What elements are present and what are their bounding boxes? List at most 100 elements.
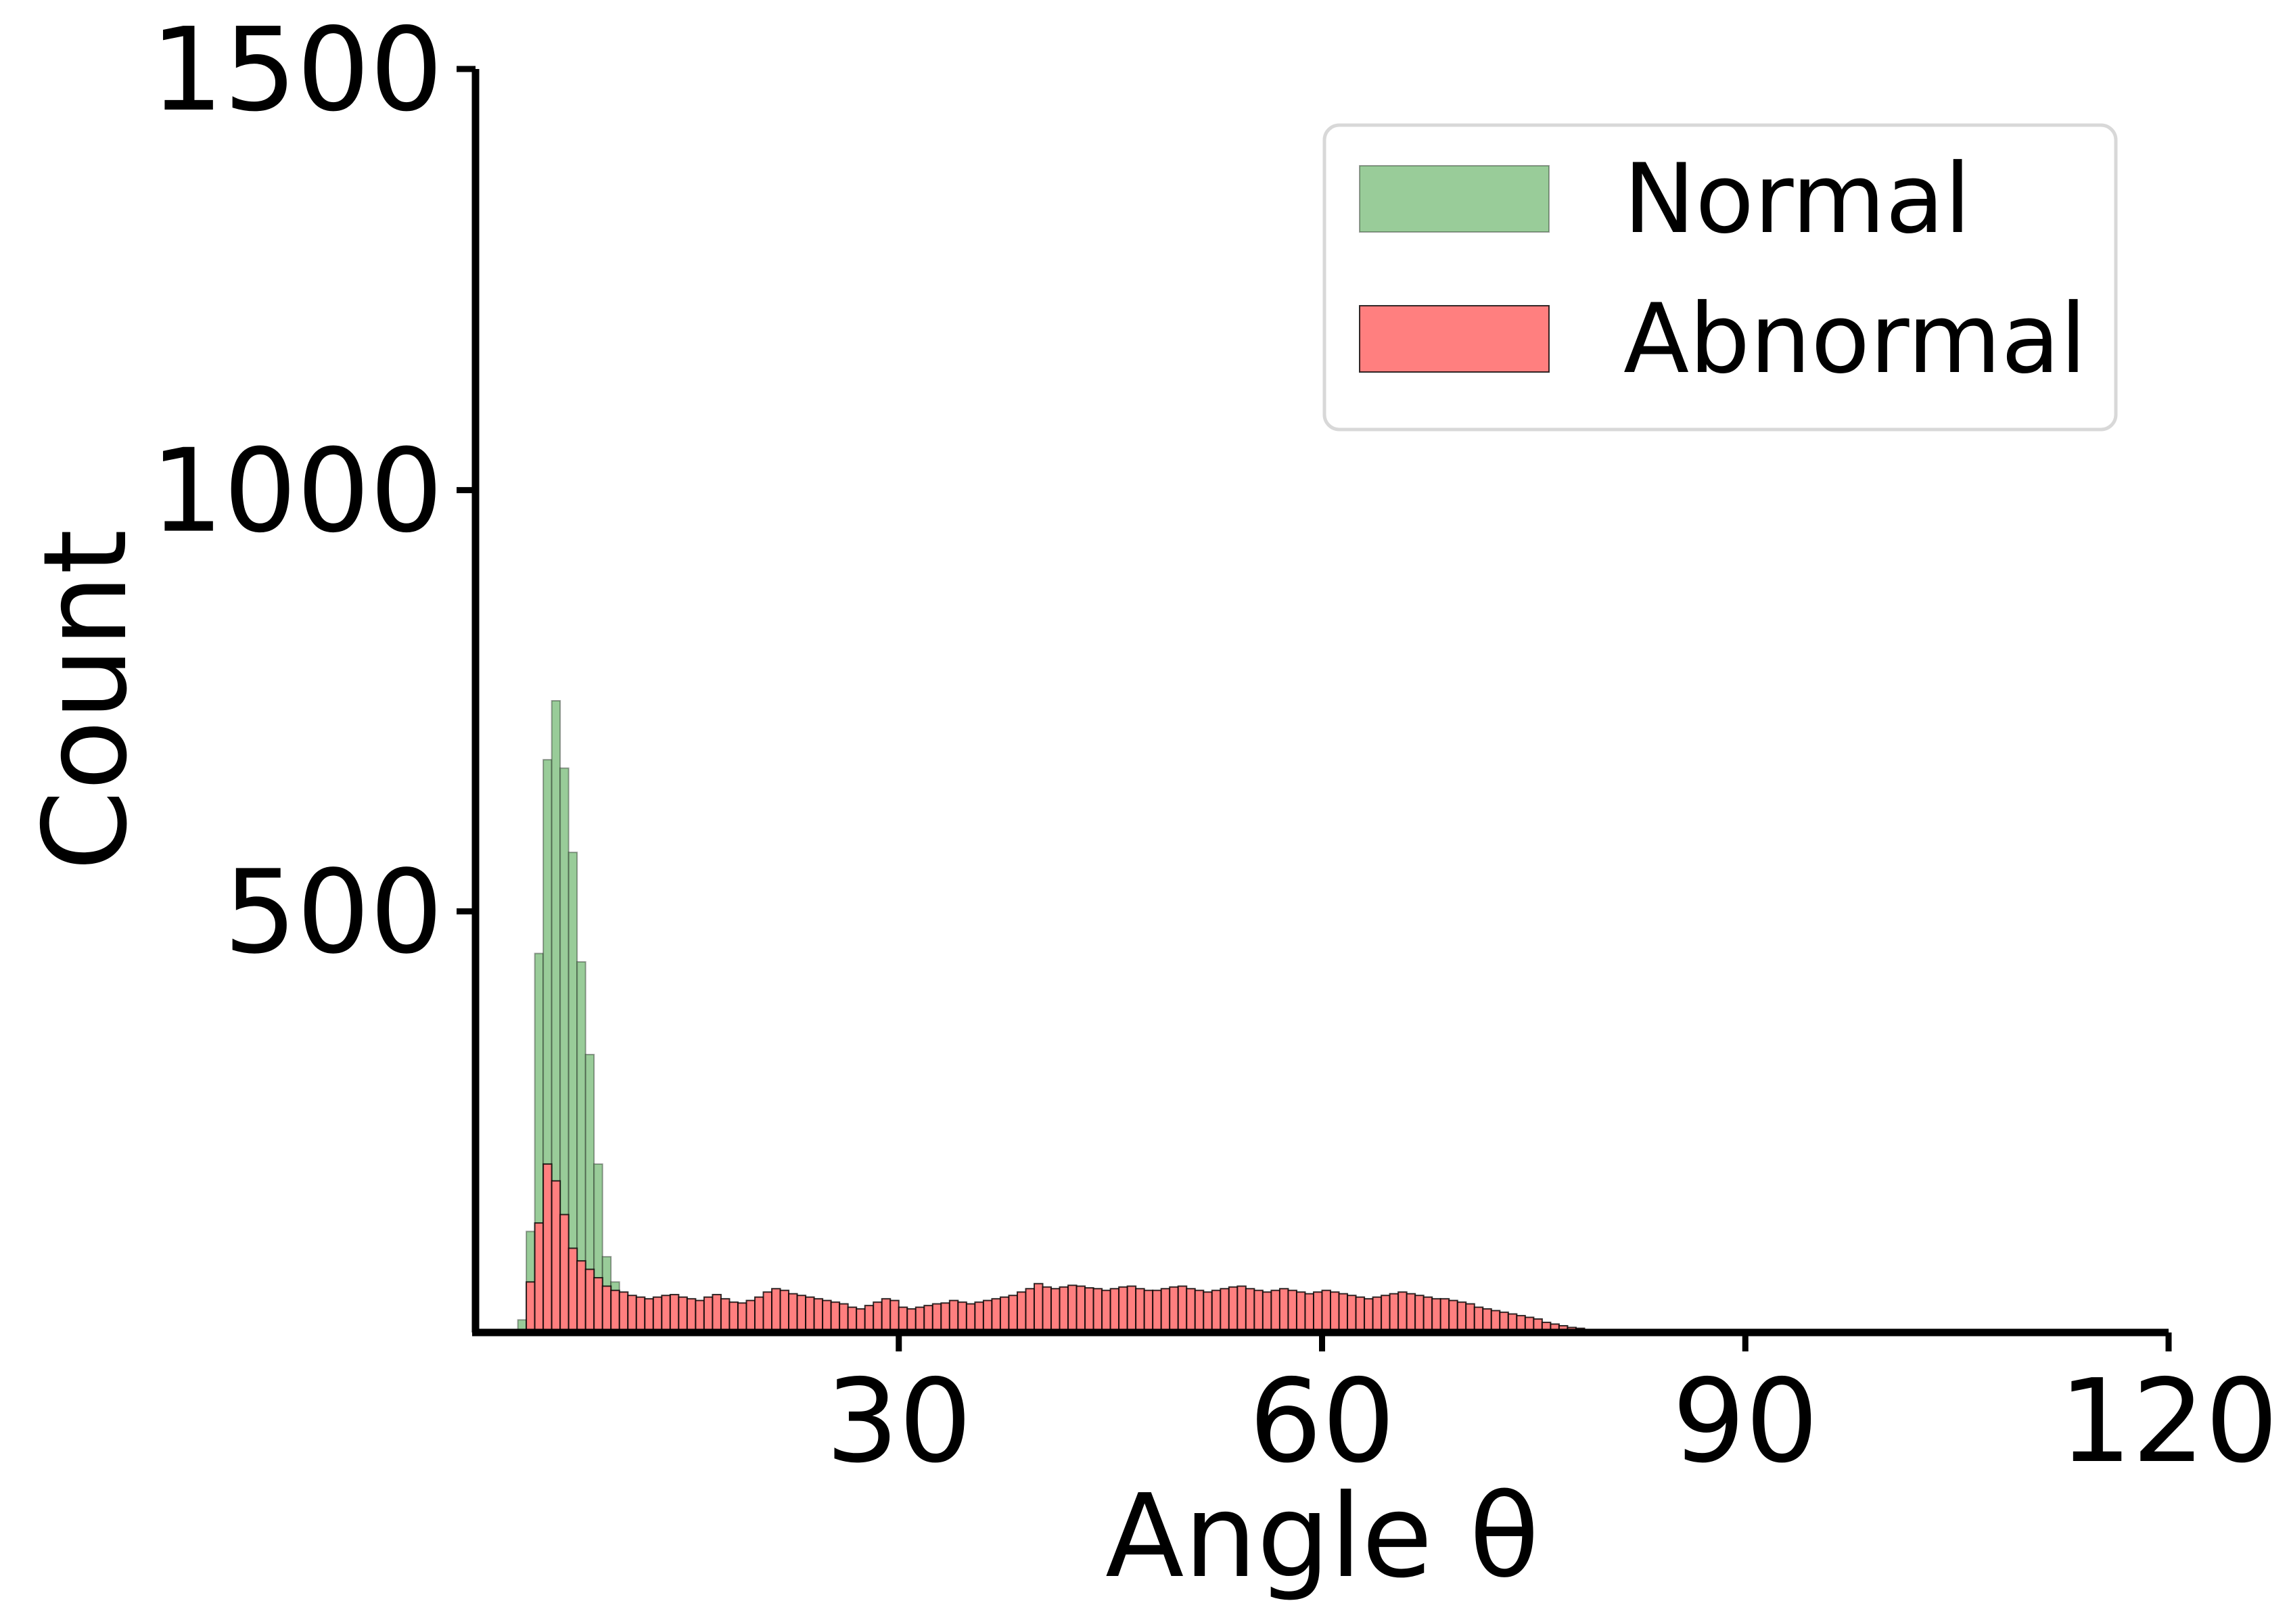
legend-label-abnormal: Abnormal xyxy=(1623,283,2087,395)
abnormal-bar xyxy=(1431,1298,1441,1333)
abnormal-bar xyxy=(542,1163,553,1334)
abnormal-bar xyxy=(669,1293,680,1333)
abnormal-bar xyxy=(1473,1306,1484,1334)
abnormal-bar xyxy=(584,1268,595,1333)
abnormal-bar xyxy=(788,1293,798,1334)
abnormal-bar xyxy=(720,1298,731,1333)
abnormal-bar xyxy=(796,1295,807,1333)
x-tick-label: 60 xyxy=(1249,1355,1395,1489)
abnormal-bar xyxy=(847,1306,858,1334)
abnormal-bar xyxy=(1295,1291,1306,1333)
abnormal-bar xyxy=(737,1302,747,1333)
abnormal-bar xyxy=(1067,1284,1078,1334)
abnormal-bar xyxy=(576,1260,586,1333)
abnormal-bar xyxy=(982,1299,993,1334)
legend-swatch-abnormal xyxy=(1359,305,1550,373)
abnormal-bar xyxy=(1220,1288,1230,1334)
abnormal-bar xyxy=(1397,1291,1408,1333)
abnormal-bar xyxy=(839,1303,849,1334)
abnormal-bar xyxy=(991,1298,1001,1333)
abnormal-bar xyxy=(1381,1295,1391,1333)
abnormal-bar xyxy=(745,1299,756,1334)
abnormal-bar xyxy=(1338,1293,1349,1334)
legend: Normal Abnormal xyxy=(1322,123,2118,432)
abnormal-bar xyxy=(1126,1285,1137,1334)
abnormal-bar xyxy=(1186,1288,1196,1334)
abnormal-bar xyxy=(534,1222,545,1334)
abnormal-bar xyxy=(703,1296,714,1334)
abnormal-bar xyxy=(1109,1288,1120,1334)
x-tick-label: 90 xyxy=(1672,1355,1818,1489)
y-axis-label: Count xyxy=(19,530,153,871)
abnormal-bar xyxy=(1406,1293,1416,1334)
legend-label-normal: Normal xyxy=(1623,143,1971,255)
abnormal-bar xyxy=(898,1306,908,1334)
abnormal-bar xyxy=(1389,1293,1400,1334)
abnormal-bar xyxy=(1423,1296,1433,1334)
abnormal-bars xyxy=(526,1163,1611,1334)
abnormal-bar xyxy=(830,1301,841,1333)
abnormal-bar xyxy=(1321,1289,1332,1333)
y-tick-label: 1500 xyxy=(150,3,443,137)
abnormal-bar xyxy=(610,1289,620,1333)
abnormal-bar xyxy=(652,1296,663,1334)
abnormal-bar xyxy=(627,1295,637,1333)
abnormal-bar xyxy=(915,1306,925,1334)
abnormal-bar xyxy=(762,1291,773,1333)
abnormal-bar xyxy=(974,1301,984,1333)
abnormal-bar xyxy=(1194,1289,1205,1333)
abnormal-bar xyxy=(1304,1293,1314,1334)
abnormal-bar xyxy=(1211,1289,1222,1333)
abnormal-bar xyxy=(1101,1289,1111,1333)
abnormal-bar xyxy=(957,1301,967,1333)
abnormal-bar xyxy=(1118,1286,1128,1333)
abnormal-bar xyxy=(1347,1295,1357,1333)
abnormal-bar xyxy=(881,1298,892,1333)
abnormal-bar xyxy=(1042,1286,1053,1333)
abnormal-bar xyxy=(559,1213,570,1333)
abnormal-bar xyxy=(1076,1285,1086,1334)
abnormal-bar xyxy=(1016,1291,1027,1333)
abnormal-bar xyxy=(864,1305,875,1333)
abnormal-bar xyxy=(1228,1286,1239,1333)
abnormal-bar xyxy=(822,1299,832,1334)
abnormal-bar xyxy=(729,1301,739,1333)
abnormal-bar xyxy=(1008,1295,1018,1333)
abnormal-bar xyxy=(771,1288,781,1334)
x-tick-label: 120 xyxy=(2059,1355,2278,1489)
abnormal-bar xyxy=(1143,1289,1154,1333)
abnormal-bar xyxy=(568,1247,578,1334)
abnormal-bar xyxy=(1059,1286,1069,1333)
abnormal-bar xyxy=(1312,1291,1323,1333)
y-tick-label: 500 xyxy=(224,845,443,979)
abnormal-bar xyxy=(1330,1291,1340,1333)
abnormal-bar xyxy=(889,1299,900,1334)
abnormal-bar xyxy=(1253,1289,1264,1333)
abnormal-bar xyxy=(635,1296,646,1334)
abnormal-bar xyxy=(1033,1282,1044,1333)
abnormal-bar xyxy=(1287,1289,1297,1333)
abnormal-bar xyxy=(813,1298,824,1333)
abnormal-bar xyxy=(1092,1288,1103,1334)
abnormal-bar xyxy=(712,1293,722,1333)
abnormal-bar xyxy=(965,1303,976,1334)
abnormal-bar xyxy=(779,1289,790,1333)
y-tick-label: 1000 xyxy=(150,425,443,559)
abnormal-bar xyxy=(948,1299,959,1334)
legend-swatch-normal xyxy=(1359,165,1550,233)
abnormal-bar xyxy=(1135,1288,1145,1334)
abnormal-bar xyxy=(873,1301,883,1333)
abnormal-bar xyxy=(1270,1289,1280,1333)
abnormal-bar xyxy=(618,1291,629,1333)
abnormal-bar xyxy=(1050,1288,1061,1334)
x-ticks: 30 60 90 120 xyxy=(826,1332,2278,1489)
y-ticks: 500 1000 1500 xyxy=(150,3,476,979)
abnormal-bar xyxy=(1169,1286,1179,1333)
abnormal-bar xyxy=(754,1296,764,1334)
abnormal-bar xyxy=(940,1302,950,1333)
abnormal-bar xyxy=(1364,1298,1374,1333)
abnormal-bar xyxy=(1414,1295,1425,1333)
abnormal-bar xyxy=(1203,1291,1213,1333)
x-tick-label: 30 xyxy=(826,1355,972,1489)
abnormal-bar xyxy=(661,1295,671,1333)
